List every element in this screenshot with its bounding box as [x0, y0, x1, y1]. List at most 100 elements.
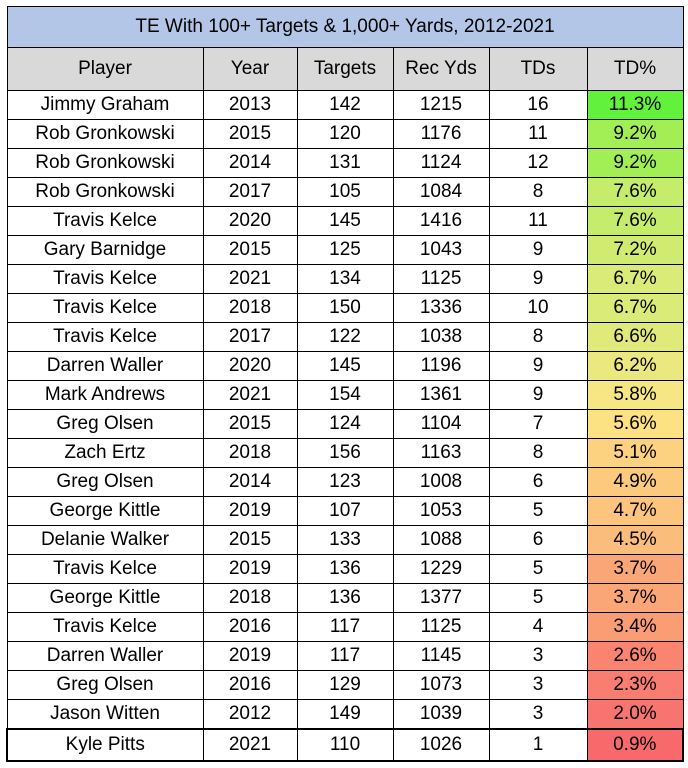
- targets-cell: 122: [296, 322, 394, 352]
- year-cell: 2014: [202, 148, 298, 178]
- rec-yds-cell: 1125: [392, 264, 490, 294]
- player-cell: Jimmy Graham: [6, 90, 204, 120]
- column-header-player: Player: [6, 47, 204, 91]
- td-pct-cell: 5.6%: [586, 409, 684, 439]
- targets-cell: 124: [296, 409, 394, 439]
- table-row: Zach Ertz 2018 156 1163 8 5.1%: [6, 438, 684, 468]
- tds-cell: 5: [488, 554, 588, 584]
- column-header-year: Year: [202, 47, 298, 91]
- year-cell: 2017: [202, 177, 298, 207]
- year-cell: 2015: [202, 409, 298, 439]
- targets-cell: 133: [296, 525, 394, 555]
- td-pct-cell: 2.0%: [586, 699, 684, 730]
- table-row: Delanie Walker 2015 133 1088 6 4.5%: [6, 525, 684, 555]
- table-row: Travis Kelce 2020 145 1416 11 7.6%: [6, 206, 684, 236]
- rec-yds-cell: 1124: [392, 148, 490, 178]
- player-cell: Greg Olsen: [6, 467, 204, 497]
- tds-cell: 8: [488, 322, 588, 352]
- targets-cell: 136: [296, 554, 394, 584]
- table-row: Rob Gronkowski 2015 120 1176 11 9.2%: [6, 119, 684, 149]
- table-row: Greg Olsen 2015 124 1104 7 5.6%: [6, 409, 684, 439]
- td-pct-cell: 3.7%: [586, 554, 684, 584]
- rec-yds-cell: 1038: [392, 322, 490, 352]
- table-title: TE With 100+ Targets & 1,000+ Yards, 201…: [6, 6, 684, 48]
- tds-cell: 3: [488, 699, 588, 730]
- tds-cell: 3: [488, 641, 588, 671]
- te-stats-table: TE With 100+ Targets & 1,000+ Yards, 201…: [5, 6, 685, 762]
- player-cell: Travis Kelce: [6, 206, 204, 236]
- rec-yds-cell: 1039: [392, 699, 490, 730]
- tds-cell: 6: [488, 525, 588, 555]
- targets-cell: 142: [296, 90, 394, 120]
- table-row: Travis Kelce 2017 122 1038 8 6.6%: [6, 322, 684, 352]
- tds-cell: 8: [488, 177, 588, 207]
- table-row: Travis Kelce 2018 150 1336 10 6.7%: [6, 293, 684, 323]
- player-cell: Kyle Pitts: [6, 728, 204, 762]
- year-cell: 2019: [202, 641, 298, 671]
- year-cell: 2019: [202, 554, 298, 584]
- year-cell: 2021: [202, 264, 298, 294]
- tds-cell: 9: [488, 264, 588, 294]
- td-pct-cell: 6.6%: [586, 322, 684, 352]
- year-cell: 2018: [202, 583, 298, 613]
- column-header-targets: Targets: [296, 47, 394, 91]
- rec-yds-cell: 1145: [392, 641, 490, 671]
- targets-cell: 150: [296, 293, 394, 323]
- column-header-rec-yds: Rec Yds: [392, 47, 490, 91]
- targets-cell: 117: [296, 612, 394, 642]
- column-header-tds: TDs: [488, 47, 588, 91]
- table-row: Rob Gronkowski 2014 131 1124 12 9.2%: [6, 148, 684, 178]
- year-cell: 2021: [202, 728, 298, 762]
- player-cell: Greg Olsen: [6, 409, 204, 439]
- targets-cell: 136: [296, 583, 394, 613]
- rec-yds-cell: 1008: [392, 467, 490, 497]
- table-row: Travis Kelce 2019 136 1229 5 3.7%: [6, 554, 684, 584]
- rec-yds-cell: 1163: [392, 438, 490, 468]
- player-cell: Gary Barnidge: [6, 235, 204, 265]
- targets-cell: 149: [296, 699, 394, 730]
- player-cell: Darren Waller: [6, 641, 204, 671]
- rec-yds-cell: 1336: [392, 293, 490, 323]
- player-cell: George Kittle: [6, 583, 204, 613]
- player-cell: Greg Olsen: [6, 670, 204, 700]
- rec-yds-cell: 1043: [392, 235, 490, 265]
- table-row: Travis Kelce 2021 134 1125 9 6.7%: [6, 264, 684, 294]
- player-cell: Darren Waller: [6, 351, 204, 381]
- targets-cell: 123: [296, 467, 394, 497]
- rec-yds-cell: 1084: [392, 177, 490, 207]
- table-row: Rob Gronkowski 2017 105 1084 8 7.6%: [6, 177, 684, 207]
- rec-yds-cell: 1026: [392, 728, 490, 762]
- td-pct-cell: 0.9%: [586, 728, 685, 762]
- targets-cell: 110: [296, 728, 394, 762]
- targets-cell: 129: [296, 670, 394, 700]
- year-cell: 2019: [202, 496, 298, 526]
- td-pct-cell: 7.6%: [586, 206, 684, 236]
- tds-cell: 3: [488, 670, 588, 700]
- td-pct-cell: 4.7%: [586, 496, 684, 526]
- player-cell: Delanie Walker: [6, 525, 204, 555]
- targets-cell: 156: [296, 438, 394, 468]
- tds-cell: 11: [488, 206, 588, 236]
- table-row: Jimmy Graham 2013 142 1215 16 11.3%: [6, 90, 684, 120]
- tds-cell: 10: [488, 293, 588, 323]
- tds-cell: 5: [488, 583, 588, 613]
- rec-yds-cell: 1196: [392, 351, 490, 381]
- td-pct-cell: 2.3%: [586, 670, 684, 700]
- table-row: Greg Olsen 2016 129 1073 3 2.3%: [6, 670, 684, 700]
- player-cell: Travis Kelce: [6, 554, 204, 584]
- player-cell: Rob Gronkowski: [6, 119, 204, 149]
- td-pct-cell: 9.2%: [586, 148, 684, 178]
- td-pct-cell: 4.5%: [586, 525, 684, 555]
- targets-cell: 134: [296, 264, 394, 294]
- rec-yds-cell: 1215: [392, 90, 490, 120]
- tds-cell: 11: [488, 119, 588, 149]
- targets-cell: 107: [296, 496, 394, 526]
- rec-yds-cell: 1416: [392, 206, 490, 236]
- td-pct-cell: 4.9%: [586, 467, 684, 497]
- tds-cell: 8: [488, 438, 588, 468]
- year-cell: 2013: [202, 90, 298, 120]
- player-cell: Travis Kelce: [6, 322, 204, 352]
- targets-cell: 117: [296, 641, 394, 671]
- targets-cell: 125: [296, 235, 394, 265]
- year-cell: 2020: [202, 206, 298, 236]
